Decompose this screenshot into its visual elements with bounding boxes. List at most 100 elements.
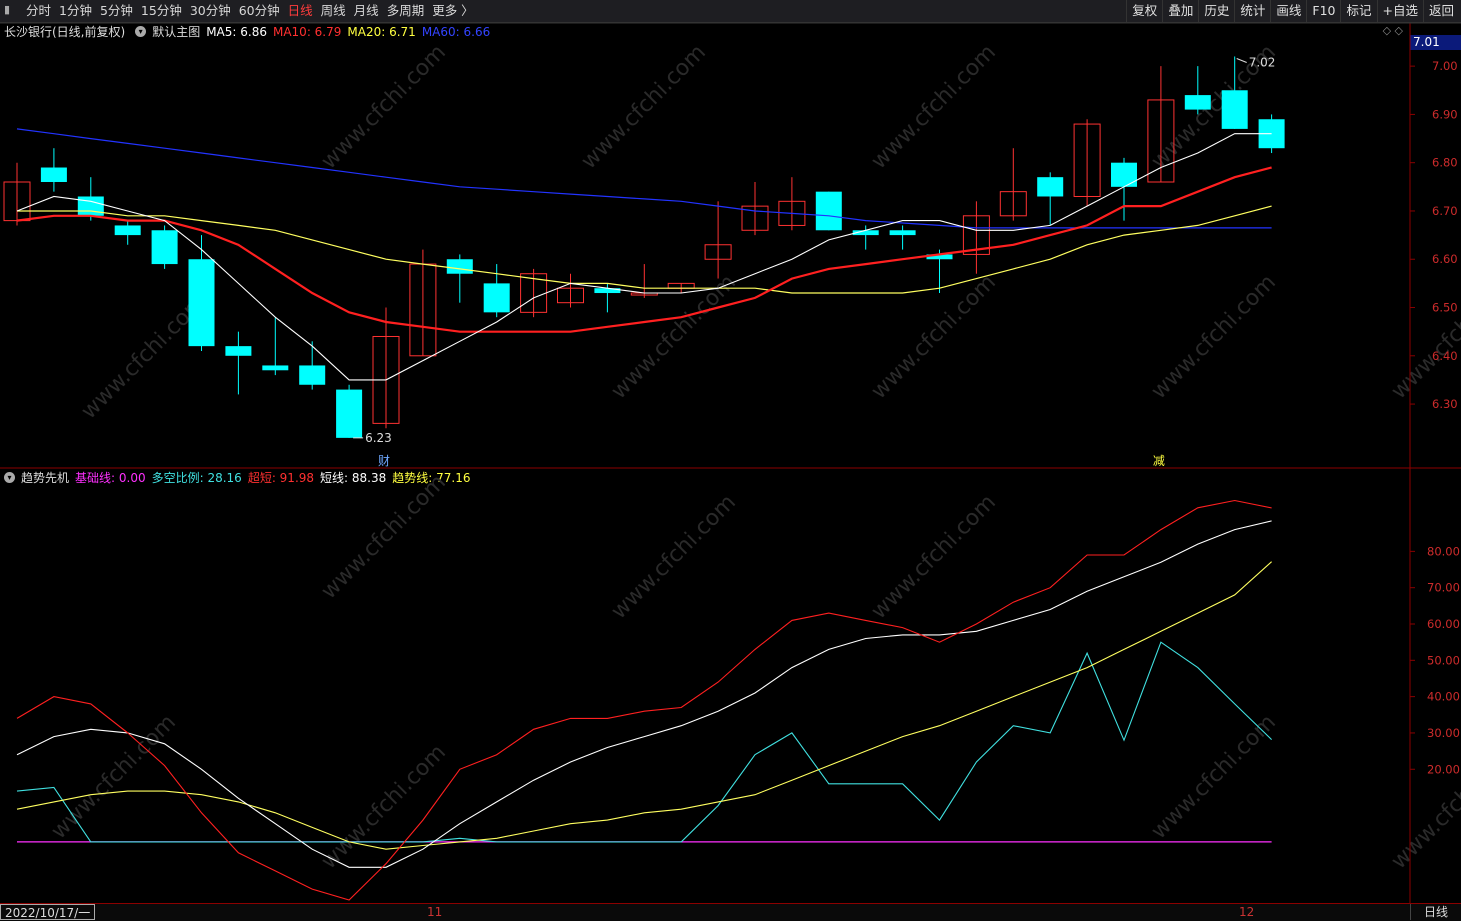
candle-body-down	[336, 389, 363, 438]
fuquan-button[interactable]: 复权	[1126, 0, 1162, 22]
ma-lines-layer	[16, 128, 1272, 381]
month-label-11: 11	[427, 905, 443, 919]
ma20-line	[17, 205, 1272, 294]
period-indicator[interactable]: 日线	[1410, 904, 1461, 920]
tab-1min[interactable]: 1分钟	[59, 3, 92, 18]
ma20-value: MA20: 6.71	[347, 25, 416, 39]
candle-body-down	[188, 259, 215, 347]
labels-layer: 7.02 6.23 财 减	[353, 55, 1275, 468]
price-tick-label: 6.80	[1432, 156, 1458, 170]
candle-body-down	[1111, 162, 1137, 187]
f10-button[interactable]: F10	[1306, 0, 1340, 22]
settings-circle-icon[interactable]: ▾	[135, 26, 147, 37]
ma5-value: MA5: 6.86	[206, 25, 267, 39]
candle-body-up	[999, 191, 1027, 217]
short-line	[16, 520, 1272, 868]
indicator-settings-icon[interactable]: ▾	[4, 472, 15, 483]
indicator-tick-label: 80.00	[1427, 544, 1460, 558]
month-label-12: 12	[1239, 905, 1255, 919]
watermark-text: www.cfchi.com	[1147, 270, 1281, 404]
tab-daily[interactable]: 日线	[287, 3, 313, 18]
price-tick-label: 6.30	[1432, 397, 1458, 411]
watermark-text: www.cfchi.com	[867, 490, 1001, 624]
add-watchlist-button[interactable]: +自选	[1376, 0, 1423, 22]
trend-value: 趋势线: 77.16	[392, 471, 471, 485]
short-value: 短线: 88.38	[320, 471, 387, 485]
ma10-line	[16, 166, 1272, 333]
candle-body-up	[557, 287, 584, 304]
candle-body-down	[77, 196, 104, 216]
candle-body-down	[262, 365, 289, 371]
current-price-tag: 7.01	[1410, 35, 1461, 50]
tab-15min[interactable]: 15分钟	[140, 3, 182, 18]
chao-value: 超短: 91.98	[247, 471, 315, 485]
high-pointer	[1236, 58, 1247, 63]
candle-body-down	[225, 346, 252, 356]
ma10-value: MA10: 6.79	[272, 25, 342, 39]
candle-body-down	[594, 288, 621, 294]
low-price-label: 6.23	[365, 431, 392, 445]
watermark-text: www.cfchi.com	[1387, 740, 1461, 874]
trend-line	[16, 561, 1272, 850]
chao-line	[16, 499, 1272, 901]
price-tick-label: 6.50	[1432, 301, 1458, 315]
indicator-tick-label: 50.00	[1427, 653, 1460, 667]
watermark-text: www.cfchi.com	[47, 710, 181, 844]
watermark-text: www.cfchi.com	[1387, 270, 1461, 404]
ratio-value: 多空比例: 28.16	[151, 471, 242, 485]
watermark-text: www.cfchi.com	[607, 490, 741, 624]
indicator-info-line: ▾ 趋势先机 基础线: 0.00 多空比例: 28.16 超短: 91.98 短…	[0, 469, 476, 487]
tab-5min[interactable]: 5分钟	[99, 3, 133, 18]
tab-30min[interactable]: 30分钟	[189, 3, 231, 18]
indicator-tick-label: 70.00	[1427, 581, 1460, 595]
candle-body-down	[889, 230, 916, 236]
watermark-text: www.cfchi.com	[607, 270, 741, 404]
tab-multi-period[interactable]: 多周期	[386, 3, 425, 18]
collapse-icon[interactable]: ▮	[4, 3, 11, 16]
mark-button[interactable]: 标记	[1340, 0, 1376, 22]
candle-body-down	[1221, 90, 1248, 129]
candle-body-up	[962, 215, 990, 255]
indicator-lines-layer	[16, 499, 1272, 901]
candle-body-up	[778, 200, 806, 226]
main-chart-name[interactable]: 默认主图	[152, 25, 201, 39]
panel-control-icons[interactable]: ◇ ◇	[1382, 24, 1403, 37]
tab-fenshi[interactable]: 分时	[26, 3, 52, 18]
candle-body-down	[446, 259, 473, 274]
period-tabs: 分时 1分钟 5分钟 15分钟 30分钟 60分钟 日线 周线 月线 多周期 更…	[22, 0, 478, 22]
candle-body-up	[741, 205, 769, 231]
draw-line-button[interactable]: 画线	[1270, 0, 1306, 22]
watermark-text: www.cfchi.com	[577, 40, 711, 174]
history-button[interactable]: 历史	[1198, 0, 1234, 22]
back-button[interactable]: 返回	[1422, 0, 1459, 22]
ma60-line	[16, 128, 1272, 229]
candle-body-down	[1037, 177, 1064, 197]
tab-60min[interactable]: 60分钟	[238, 3, 280, 18]
price-tick-label: 6.40	[1432, 349, 1458, 363]
tab-monthly[interactable]: 月线	[353, 3, 379, 18]
reduce-marker: 减	[1153, 454, 1165, 468]
watermark-text: www.cfchi.com	[317, 740, 451, 874]
candle-body-down	[151, 230, 178, 265]
indicator-name[interactable]: 趋势先机	[21, 471, 70, 485]
candle-body-up	[704, 244, 732, 260]
main-info-line: 长沙银行(日线,前复权) ▾ 默认主图 MA5: 6.86 MA10: 6.79…	[0, 23, 496, 41]
watermark-text: www.cfchi.com	[317, 40, 451, 174]
watermark-text: www.cfchi.com	[317, 470, 451, 604]
overlay-button[interactable]: 叠加	[1162, 0, 1198, 22]
price-axis: 7.00 6.90 6.80 6.70 6.60 6.50 6.40 6.30	[1410, 59, 1458, 411]
ratio-line	[16, 641, 1272, 843]
candle-body-up	[1147, 99, 1175, 183]
candle-body-up	[1073, 123, 1101, 197]
tab-weekly[interactable]: 周线	[320, 3, 346, 18]
chart-frame	[0, 22, 1461, 903]
indicator-tick-label: 20.00	[1427, 762, 1460, 776]
finance-marker: 财	[378, 454, 390, 468]
candle-body-down	[483, 283, 510, 313]
stats-button[interactable]: 统计	[1234, 0, 1270, 22]
tab-more[interactable]: 更多 〉	[432, 3, 474, 18]
price-tick-label: 6.90	[1432, 107, 1458, 121]
watermark-text: www.cfchi.com	[1147, 710, 1281, 844]
candle-body-down	[1184, 95, 1211, 110]
